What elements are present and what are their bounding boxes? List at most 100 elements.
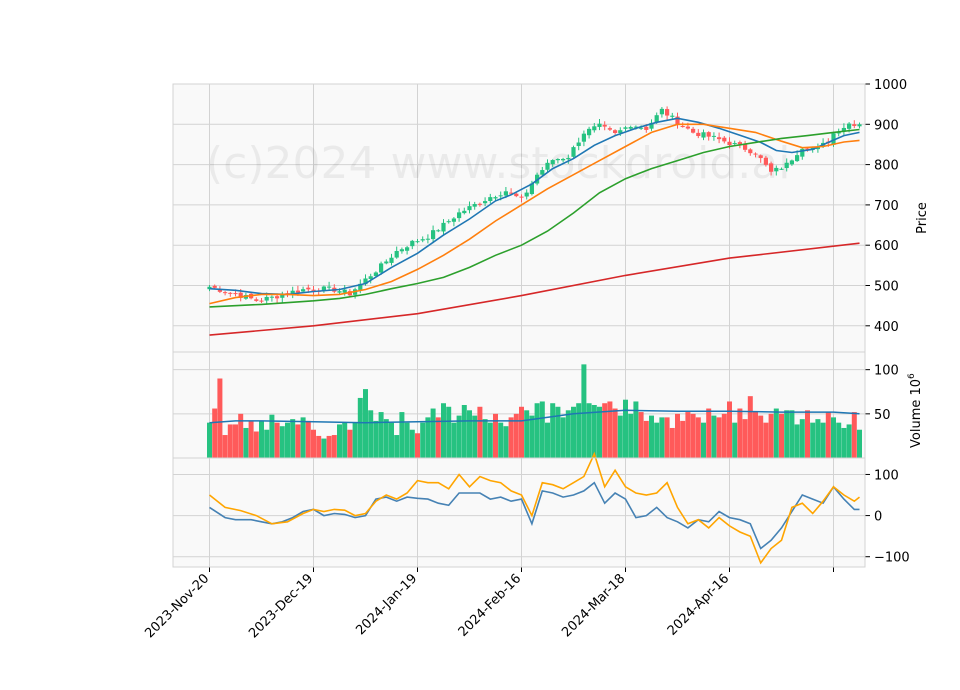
volume-bar bbox=[248, 420, 254, 458]
volume-bar bbox=[612, 408, 618, 458]
candle-body bbox=[446, 221, 451, 223]
candle-body bbox=[503, 191, 508, 196]
x-tick-label: 2024-Mar-18 bbox=[559, 571, 628, 640]
candle-body bbox=[275, 296, 280, 299]
candle-body bbox=[337, 291, 342, 293]
volume-bar bbox=[539, 401, 545, 458]
volume-bar bbox=[711, 415, 717, 458]
volume-bar bbox=[430, 408, 436, 458]
candle-body bbox=[659, 108, 664, 115]
volume-bar bbox=[649, 415, 654, 458]
volume-bar bbox=[243, 427, 249, 458]
volume-bar bbox=[607, 401, 613, 458]
volume-bar bbox=[695, 417, 701, 458]
candle-body bbox=[379, 263, 384, 273]
candle-body bbox=[836, 132, 841, 134]
candle-body bbox=[457, 212, 462, 219]
candle-body bbox=[758, 155, 763, 159]
volume-bar bbox=[529, 415, 535, 458]
price-y-tick-label: 400 bbox=[874, 320, 899, 335]
volume-bar bbox=[805, 410, 810, 458]
candle-body bbox=[410, 240, 415, 247]
volume-bar bbox=[545, 422, 550, 458]
candle-body bbox=[399, 249, 404, 252]
x-tick-label: 2024-Feb-16 bbox=[456, 571, 525, 640]
volume-bar bbox=[212, 408, 218, 458]
candle-body bbox=[321, 286, 326, 291]
volume-bar bbox=[581, 364, 587, 458]
volume-bar bbox=[794, 424, 800, 458]
volume-bar bbox=[316, 435, 322, 458]
volume-bar bbox=[675, 413, 680, 458]
volume-bar bbox=[285, 422, 290, 458]
candle-body bbox=[769, 163, 774, 172]
candle-body bbox=[389, 257, 394, 263]
candle-body bbox=[847, 123, 852, 129]
ma-mid-line bbox=[209, 123, 860, 305]
volume-bar bbox=[435, 417, 441, 458]
candle-body bbox=[358, 283, 363, 290]
volume-bar bbox=[550, 403, 556, 458]
candle-body bbox=[415, 241, 420, 243]
volume-bar bbox=[446, 406, 452, 458]
candle-body bbox=[743, 143, 748, 150]
candle-body bbox=[691, 128, 696, 133]
volume-bar bbox=[763, 422, 769, 458]
candle-body bbox=[327, 286, 332, 288]
candle-body bbox=[571, 147, 576, 157]
candle-body bbox=[561, 158, 566, 161]
volume-bar bbox=[623, 399, 628, 458]
volume-bar bbox=[331, 435, 337, 458]
x-tick-label: 2023-Nov-20 bbox=[142, 571, 212, 641]
oscillator-y-tick-label: 100 bbox=[874, 468, 899, 483]
candle-body bbox=[613, 130, 618, 133]
price-y-tick-label: 700 bbox=[874, 199, 899, 214]
volume-bar bbox=[467, 410, 472, 458]
candle-body bbox=[670, 115, 675, 117]
volume-bar bbox=[747, 396, 753, 458]
candle-body bbox=[431, 230, 436, 240]
volume-bar bbox=[300, 417, 306, 458]
candle-body bbox=[685, 126, 690, 129]
candle-body bbox=[290, 290, 295, 294]
candle-body bbox=[529, 183, 534, 195]
candle-body bbox=[581, 133, 586, 142]
candle-body bbox=[462, 210, 467, 214]
volume-bar bbox=[701, 422, 706, 458]
volume-bar bbox=[326, 435, 332, 458]
candle-body bbox=[831, 133, 836, 145]
candle-body bbox=[498, 195, 503, 197]
volume-bar bbox=[664, 417, 670, 458]
candle-body bbox=[602, 124, 607, 127]
candle-body bbox=[805, 148, 810, 150]
volume-y-tick-label: 50 bbox=[874, 408, 891, 423]
volume-bar bbox=[732, 422, 738, 458]
candle-body bbox=[228, 292, 233, 294]
volume-bar bbox=[721, 413, 727, 458]
candle-body bbox=[701, 132, 706, 138]
volume-bar bbox=[779, 413, 784, 458]
volume-bar bbox=[706, 408, 712, 458]
volume-bar bbox=[498, 422, 504, 458]
volume-bar bbox=[690, 413, 696, 458]
volume-bar bbox=[493, 413, 498, 458]
volume-bar bbox=[851, 412, 857, 458]
volume-bar bbox=[461, 405, 467, 458]
volume-bar bbox=[222, 435, 228, 458]
volume-bar bbox=[737, 408, 743, 458]
oscillator-y-tick-label: −100 bbox=[874, 551, 910, 566]
candle-body bbox=[301, 289, 306, 292]
volume-bar bbox=[207, 422, 212, 458]
volume-bar bbox=[404, 422, 410, 458]
candle-body bbox=[394, 250, 399, 258]
price-y-tick-label: 600 bbox=[874, 239, 899, 254]
candle-body bbox=[493, 197, 498, 199]
volume-bar bbox=[727, 401, 732, 458]
candle-body bbox=[368, 276, 373, 279]
candle-body bbox=[477, 203, 482, 205]
volume-bar bbox=[680, 420, 686, 458]
volume-bar bbox=[742, 419, 748, 458]
candle-body bbox=[295, 290, 300, 293]
volume-bar bbox=[773, 408, 779, 458]
